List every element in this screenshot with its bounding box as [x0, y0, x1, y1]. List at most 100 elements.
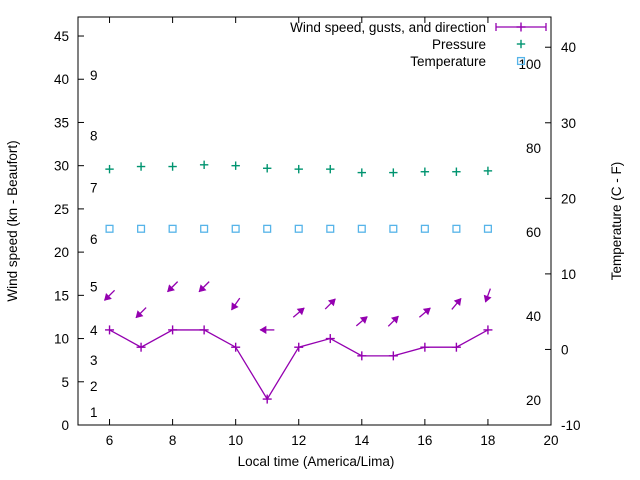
pressure-point — [263, 164, 272, 173]
wind-direction-arrow — [387, 315, 399, 327]
legend-swatch-plus — [516, 39, 526, 49]
y-tick-label: 40 — [54, 72, 69, 87]
chart-legend: Wind speed, gusts, and direction Pressure… — [290, 20, 547, 69]
beaufort-label: 2 — [90, 379, 98, 394]
pressure-point — [420, 167, 430, 176]
wind-speed-point — [168, 325, 178, 335]
x-tick-label: 20 — [543, 433, 558, 448]
fahrenheit-label: 60 — [526, 225, 541, 240]
wind-direction-arrow — [483, 288, 492, 303]
x-tick-label: 16 — [417, 433, 432, 448]
legend-swatch-plus — [516, 22, 526, 32]
y-tick-label: 10 — [54, 332, 69, 347]
wind-direction-arrow — [451, 298, 462, 310]
y-tick-label: 35 — [54, 115, 69, 130]
temperature-point — [231, 224, 240, 233]
x-tick-label: 10 — [228, 433, 243, 448]
y-tick-label: 30 — [54, 159, 69, 174]
legend-label-2: Temperature — [410, 54, 486, 69]
series-temperature — [105, 224, 492, 233]
wind-speed-point — [388, 351, 398, 361]
beaufort-label: 3 — [90, 353, 98, 368]
temperature-point — [168, 224, 177, 233]
temperature-point — [326, 224, 335, 233]
temperature-point — [105, 224, 114, 233]
temperature-point — [420, 224, 429, 233]
pressure-point — [483, 166, 493, 176]
wind-direction-arrow — [167, 281, 179, 293]
beaufort-label: 7 — [90, 180, 98, 195]
temperature-point — [483, 224, 492, 233]
temperature-point — [137, 224, 146, 233]
beaufort-label: 4 — [90, 323, 98, 338]
wind-direction-arrow — [418, 307, 431, 318]
wind-speed-point — [357, 351, 367, 361]
y-tick-label: 20 — [54, 245, 69, 260]
x-tick-label: 12 — [291, 433, 306, 448]
y-tick-label: 0 — [61, 418, 69, 433]
legend-swatch-square — [516, 56, 526, 66]
plot-frame — [77, 16, 552, 426]
y-axis-title: Wind speed (kn - Beaufort) — [5, 140, 20, 301]
plot-border — [77, 16, 552, 426]
pressure-point — [294, 164, 303, 174]
wind-speed-point — [325, 334, 335, 344]
y2-tick-label: 0 — [561, 342, 569, 357]
legend-label-1: Pressure — [432, 37, 486, 52]
x-tick-label: 18 — [480, 433, 495, 448]
beaufort-label: 9 — [90, 68, 98, 83]
x-tick-label: 14 — [354, 433, 370, 448]
wind-speed-point — [136, 342, 146, 352]
beaufort-label: 6 — [90, 232, 98, 247]
beaufort-label: 1 — [90, 405, 98, 420]
y2-axis-ticks: -10 0 10 20 30 40 — [545, 40, 581, 433]
beaufort-label: 8 — [90, 128, 98, 143]
temperature-point — [452, 224, 461, 233]
pressure-point — [105, 164, 114, 174]
wind-direction-arrow — [355, 316, 368, 327]
series-wind-speed — [104, 281, 493, 404]
wind-speed-point — [294, 342, 304, 352]
y2-axis-title: Temperature (C - F) — [609, 162, 624, 281]
wind-speed-point — [451, 342, 461, 352]
wind-direction-arrow — [231, 297, 241, 311]
beaufort-scale-labels: 1 2 3 4 5 6 7 8 9 — [90, 68, 98, 420]
wind-speed-point — [199, 325, 209, 335]
temperature-point — [263, 224, 272, 233]
pressure-point — [452, 167, 461, 176]
pressure-point — [326, 164, 335, 174]
y-axis-ticks: 0 5 10 15 20 25 30 35 40 45 — [54, 29, 84, 433]
pressure-point — [231, 161, 240, 170]
wind-speed-point — [231, 342, 241, 352]
wind-direction-arrow — [259, 325, 275, 335]
y-tick-label: 45 — [54, 29, 69, 44]
y-tick-label: 15 — [54, 288, 69, 303]
temperature-point — [200, 224, 209, 233]
wind-speed-point — [420, 342, 430, 352]
pressure-point — [389, 168, 398, 177]
pressure-point — [199, 160, 209, 170]
wind-direction-arrow — [135, 307, 147, 319]
wind-direction-arrow — [292, 307, 305, 318]
pressure-point — [357, 168, 366, 177]
fahrenheit-label: 40 — [526, 309, 541, 324]
wind-direction-arrow — [198, 281, 210, 293]
wind-speed-point — [483, 325, 493, 335]
wind-speed-point — [262, 394, 272, 404]
series-pressure — [105, 160, 493, 177]
wind-direction-arrow — [104, 289, 116, 301]
temperature-point — [389, 224, 398, 233]
pressure-point — [168, 162, 177, 171]
y2-tick-label: 10 — [561, 267, 576, 282]
beaufort-label: 5 — [90, 280, 98, 295]
legend-label-0: Wind speed, gusts, and direction — [290, 20, 486, 35]
y2-tick-label: 20 — [561, 191, 576, 206]
pressure-point — [136, 162, 146, 171]
y-tick-label: 5 — [61, 375, 69, 390]
x-tick-label: 8 — [169, 433, 177, 448]
temperature-point — [294, 224, 303, 233]
y2-tick-label: 40 — [561, 40, 576, 55]
temperature-point — [357, 224, 366, 233]
